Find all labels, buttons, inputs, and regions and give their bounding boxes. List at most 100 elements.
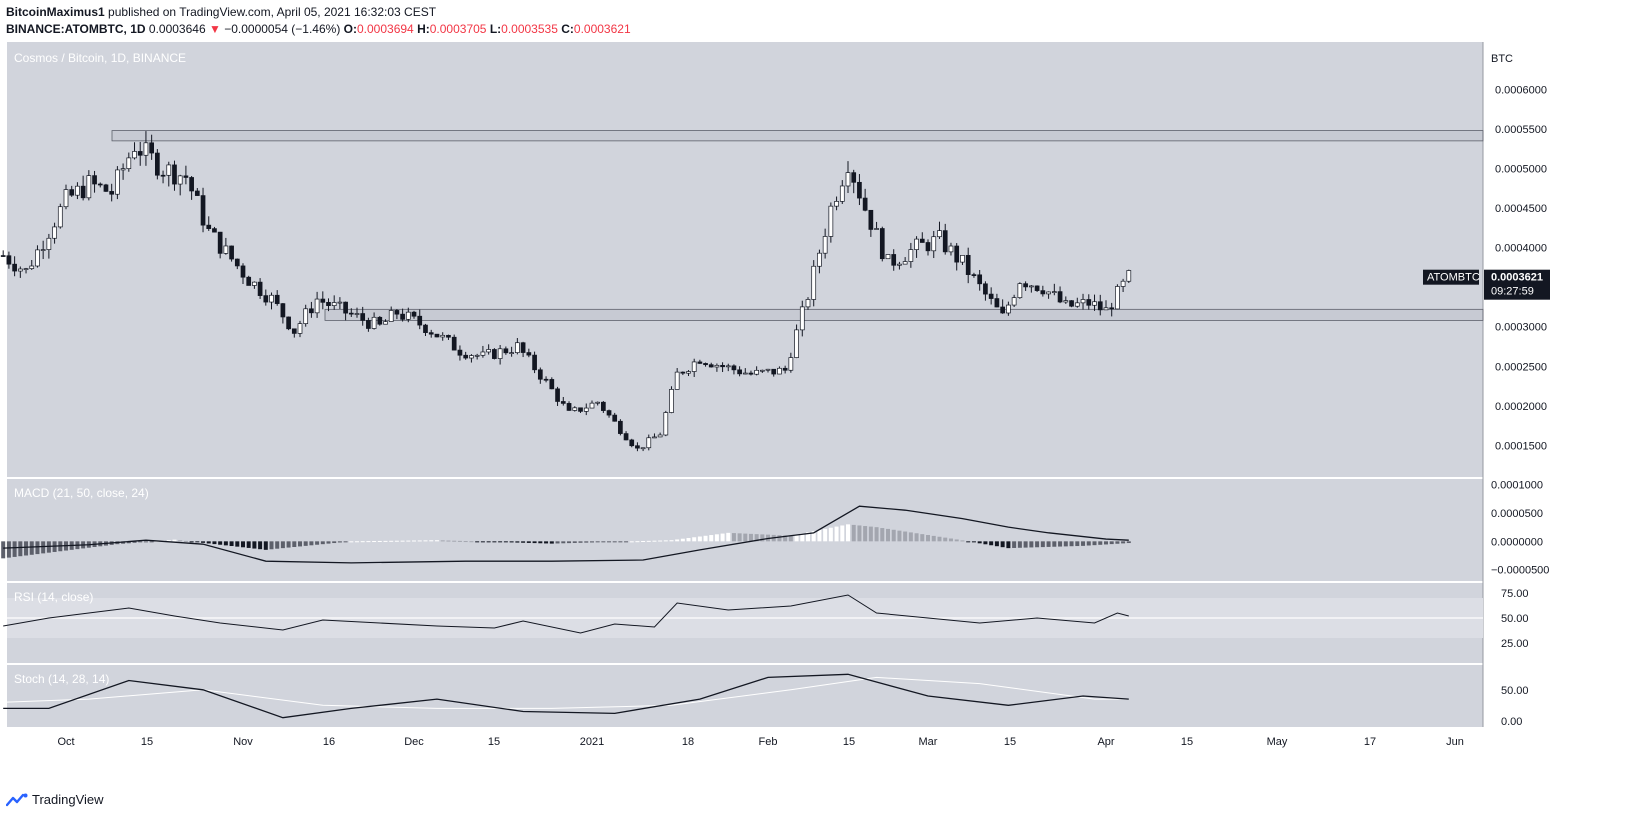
candle-body — [708, 364, 714, 368]
candle-body — [526, 352, 532, 356]
histogram-bar — [126, 541, 131, 544]
candle-body — [805, 299, 811, 308]
histogram-bar — [372, 541, 377, 543]
candle-body — [1063, 300, 1069, 303]
candles — [0, 131, 1132, 452]
histogram-bar — [286, 541, 291, 548]
candle-body — [57, 206, 63, 228]
histogram-bar — [544, 541, 549, 544]
author-name[interactable]: BitcoinMaximus1 — [6, 5, 105, 19]
candle-body — [1029, 285, 1034, 288]
histogram-bar — [743, 533, 748, 542]
candle-body — [480, 351, 486, 356]
histogram-bar — [1086, 541, 1091, 546]
price-tick-label: 0.0006000 — [1495, 84, 1547, 96]
candle-body — [6, 255, 12, 265]
histogram-bar — [35, 541, 40, 555]
time-tick-label: Oct — [57, 736, 74, 748]
histogram-bar — [201, 541, 206, 543]
histogram-bar — [320, 541, 325, 545]
histogram-bar — [1, 541, 6, 559]
time-tick-label: May — [1267, 736, 1288, 748]
candle-body — [629, 439, 635, 447]
candle-body — [680, 371, 686, 374]
brand-name[interactable]: TradingView — [32, 792, 104, 807]
candle-body — [109, 191, 115, 195]
histogram-bar — [1017, 541, 1022, 548]
symbol-badge-text: ATOMBTC — [1427, 272, 1480, 284]
histogram-bar — [337, 541, 342, 543]
candle-body — [69, 189, 75, 196]
candle-body — [440, 334, 446, 338]
histogram-bar — [206, 541, 211, 544]
header-line-1: BitcoinMaximus1 published on TradingView… — [6, 5, 436, 19]
macd-pane: MACD (21, 50, close, 24) −0.0000500 0.0000… — [1, 480, 1549, 577]
candle-body — [897, 263, 902, 266]
time-tick-label: 15 — [1181, 736, 1193, 748]
candle-body — [1057, 291, 1063, 303]
candle-body — [212, 228, 217, 233]
histogram-bar — [886, 528, 890, 542]
candle-body — [503, 348, 509, 354]
high-label: H: — [417, 22, 430, 36]
price-tick-label: 0.0002500 — [1495, 361, 1547, 373]
candle-body — [400, 313, 405, 320]
histogram-bar — [806, 532, 810, 542]
histogram-bar — [777, 535, 782, 542]
histogram-bar — [526, 541, 531, 543]
histogram-bar — [669, 540, 674, 542]
candle-body — [879, 228, 885, 260]
candle-body — [274, 294, 280, 304]
histogram-bar — [349, 541, 354, 543]
histogram-bar — [509, 541, 514, 543]
histogram-bar — [132, 541, 137, 543]
candle-body — [960, 254, 965, 263]
chart-area[interactable]: 0.0001500 0.0002000 0.0002500 0.0003000 0.00… — [0, 0, 1627, 790]
histogram-bar — [406, 540, 411, 542]
candle-body — [954, 245, 960, 263]
histogram-bar — [926, 535, 930, 542]
candle-body — [12, 263, 17, 272]
macd-tick-label: −0.0000500 — [1491, 565, 1549, 577]
histogram-bar — [183, 540, 188, 542]
candle-body — [509, 352, 514, 354]
candle-body — [348, 312, 354, 315]
histogram-bar — [863, 526, 868, 542]
candle-body — [742, 372, 748, 375]
footer: TradingView — [6, 792, 104, 807]
histogram-bar — [41, 541, 46, 554]
unit-label: BTC — [1491, 53, 1513, 65]
histogram-bar — [788, 535, 793, 542]
histogram-bar — [714, 534, 719, 542]
histogram-bar — [840, 525, 845, 542]
candle-body — [520, 342, 526, 353]
candle-body — [263, 295, 269, 303]
histogram-bar — [960, 540, 965, 542]
histogram-bar — [1098, 541, 1103, 545]
histogram-bar — [641, 541, 646, 543]
histogram-bar — [394, 540, 399, 542]
last-price-badge-value: 0.0003621 — [1491, 272, 1543, 284]
histogram-bar — [663, 540, 668, 542]
candle-body — [1040, 290, 1046, 295]
histogram-bar — [811, 531, 816, 542]
histogram-bar — [658, 540, 663, 542]
candle-body — [75, 185, 80, 196]
candle-body — [434, 333, 440, 338]
price-pane: 0.0001500 0.0002000 0.0002500 0.0003000 0.00… — [0, 51, 1550, 452]
candle-body — [463, 354, 469, 359]
candle-body — [754, 369, 759, 375]
candle-body — [457, 349, 463, 356]
stoch-tick-label: 0.00 — [1501, 716, 1522, 728]
histogram-bar — [532, 541, 537, 544]
candle-body — [223, 245, 229, 254]
candle-body — [674, 371, 680, 390]
candle-body — [177, 175, 183, 185]
candle-body — [40, 249, 46, 251]
histogram-bar — [1006, 541, 1011, 549]
rsi-line — [3, 594, 1129, 634]
histogram-bar — [646, 540, 651, 542]
candle-body — [623, 433, 629, 441]
candle-body — [1000, 306, 1005, 314]
candle-body — [1086, 299, 1092, 306]
